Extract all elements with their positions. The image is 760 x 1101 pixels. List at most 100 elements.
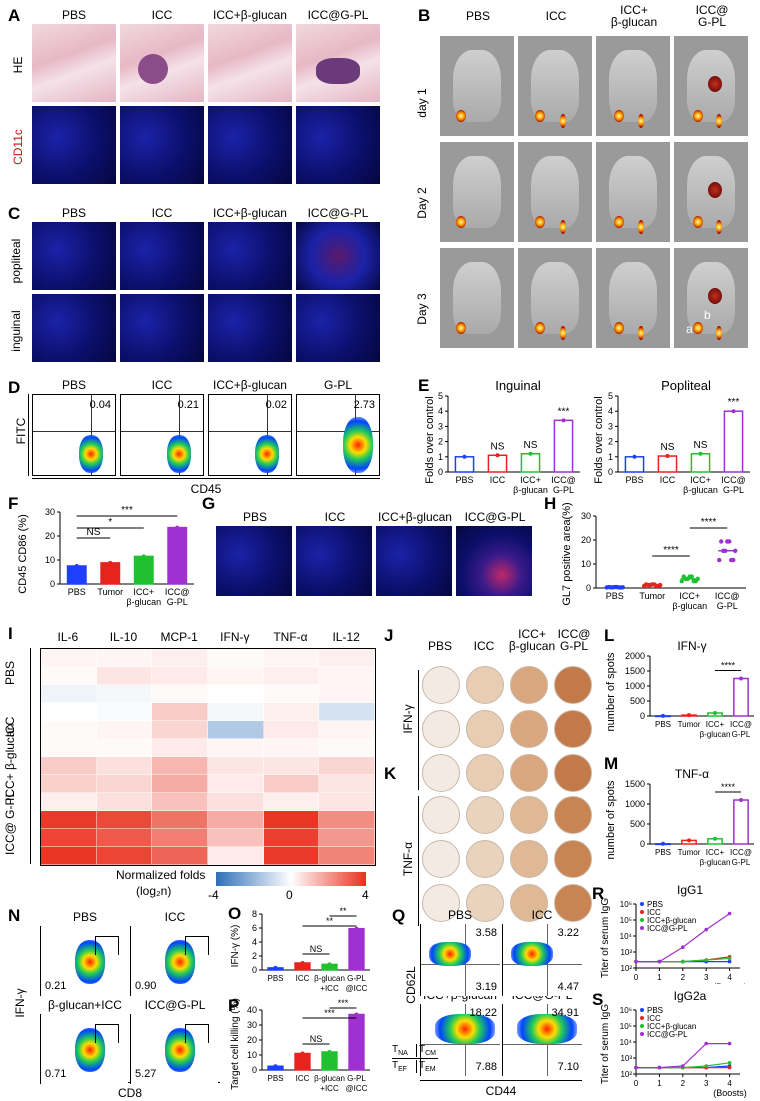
e-left-point-3	[561, 418, 566, 423]
r-xtick-label-1: 1	[657, 973, 662, 982]
b-hotspot-left-2-2	[614, 322, 624, 334]
i-cell-3-2	[152, 703, 208, 721]
d-col-gpl: G-PL	[323, 378, 352, 392]
b-hotspot-tail-0-3	[716, 114, 722, 128]
i-legend-bar	[216, 872, 366, 886]
q-population-0	[429, 942, 471, 966]
i-col-5: IL-12	[332, 630, 360, 644]
o-ytick-label-2: 4	[252, 937, 257, 947]
i-cell-3-1	[96, 703, 153, 721]
b-hotspot-node-2-3	[708, 288, 722, 304]
jk-dish-5-2	[510, 884, 548, 922]
i-cell-0-0	[41, 649, 97, 667]
c-col-pbs: PBS	[61, 206, 86, 220]
r-legend-marker-0	[640, 902, 644, 906]
i-cell-2-5	[319, 685, 375, 703]
s-legend-marker-2	[640, 1024, 644, 1028]
i-cell-8-2	[152, 793, 208, 811]
panel-h-label: H	[544, 494, 557, 513]
h-point-3-6	[731, 557, 736, 563]
s-ytick-label-0: 10²	[620, 1070, 632, 1079]
a-cd11c-iccb	[208, 106, 292, 184]
d-population-0	[79, 435, 103, 473]
i-legend-unit: (log₂n)	[136, 884, 172, 898]
f-cat-0: PBS	[68, 587, 86, 597]
n-population-0	[75, 940, 105, 984]
a-cd11c-icc	[120, 106, 204, 184]
p-sig-0: NS	[310, 1034, 323, 1044]
jk-dish-0-1	[466, 666, 504, 704]
m-ylabel: number of spots	[605, 780, 617, 859]
n-population-1	[165, 940, 195, 984]
m-cat-0: PBS	[655, 848, 671, 857]
m-ytick-label-0: 0	[640, 839, 645, 849]
o-ytick-label-0: 0	[252, 965, 257, 975]
r-point-3-0	[634, 959, 638, 964]
h-ytick-label-2: 20	[581, 535, 591, 545]
i-cell-1-2	[152, 667, 208, 685]
r-legend-marker-1	[640, 910, 644, 914]
f-sig-0: NS	[87, 527, 101, 538]
r-xtick-label-3: 3	[704, 973, 709, 982]
jk-dish-4-3	[554, 840, 592, 878]
p-cat-3: G-PL	[347, 1074, 366, 1083]
e-right-point-2	[698, 451, 703, 456]
q-gate-h-3	[503, 1044, 582, 1045]
h-cat-1: Tumor	[639, 591, 665, 601]
f-chart: CD45 CD86 (%) 0 10 20 30 PBS Tumor ICC+β-gluca…	[17, 505, 194, 607]
i-cell-5-4	[263, 739, 320, 757]
s-plot: 10² 10³ 10⁴ 10⁵ 10⁶ 0 1 2 3 4(Boosts) PBSICCICC+β-…	[620, 1006, 747, 1098]
n-flow-1: 0.90	[130, 926, 218, 996]
i-cell-4-4	[263, 721, 320, 739]
m-plot: 0 500 1000 1500 PBS Tumor ICC+β-glucanICC@G-PL…	[625, 779, 754, 867]
jk-dish-2-2	[510, 754, 548, 792]
s-point-2-4	[727, 1061, 732, 1065]
panel-c-label: C	[8, 204, 21, 223]
s-point-3-3	[704, 1041, 708, 1046]
l-bar-3	[733, 677, 749, 717]
e-left-ytick-label-0: 0	[438, 467, 443, 477]
o-ytick-label-3: 6	[252, 923, 257, 933]
r-legend-3: ICC@G-PL	[647, 924, 688, 933]
s-ytick-label-3: 10⁵	[620, 1022, 632, 1031]
s-point-3-1	[657, 1065, 662, 1070]
c-ing-pbs	[32, 294, 116, 362]
a-row-he: HE	[11, 56, 25, 74]
p-cat-1: ICC	[296, 1074, 310, 1083]
i-cell-6-4	[263, 757, 320, 775]
n-value-0: 0.21	[45, 980, 67, 992]
p-cat2-2: +ICC	[320, 1084, 339, 1093]
i-row-bracket-3	[30, 810, 31, 864]
e-left-ytick-label-2: 2	[438, 437, 443, 447]
e-left-point-2	[528, 451, 533, 456]
s-ylabel: Titer of serum IgG	[600, 1004, 611, 1084]
q-col-icc: ICC	[531, 908, 553, 922]
b-hotspot-node-0-3	[708, 76, 722, 92]
p-point-3	[354, 1012, 359, 1017]
i-cell-11-4	[263, 847, 320, 865]
n-col-pbs: PBS	[72, 910, 97, 924]
b-hotspot-tail-2-2	[638, 326, 644, 340]
i-cell-10-2	[152, 829, 208, 847]
i-cell-0-2	[152, 649, 208, 667]
n-population-2	[75, 1028, 105, 1072]
f-cat-2: ICC+	[133, 587, 154, 597]
e-charts: Inguinal Popliteal Folds over control Fo…	[424, 378, 750, 495]
r-point-2-4	[727, 956, 732, 961]
d-flow-3: 2.73	[296, 394, 380, 476]
i-legend-max: 4	[362, 888, 369, 902]
b-hotspot-tail-1-1	[560, 220, 566, 234]
q-population-2	[435, 1014, 495, 1044]
q-top-value-1: 3.22	[557, 927, 579, 939]
m-point-3	[739, 798, 743, 802]
d-col-pbs: PBS	[61, 378, 86, 392]
m-point-2	[713, 836, 717, 841]
b-mouse-0-0	[440, 36, 514, 136]
panel-l-label: L	[604, 626, 615, 645]
n-value-2: 0.71	[45, 1068, 67, 1080]
q-bot-value-1: 4.47	[557, 981, 579, 993]
o-point-2	[327, 962, 332, 967]
e-right-point-1	[665, 454, 670, 459]
p-sig-2: ***	[338, 998, 349, 1008]
d-population-1	[167, 435, 191, 473]
